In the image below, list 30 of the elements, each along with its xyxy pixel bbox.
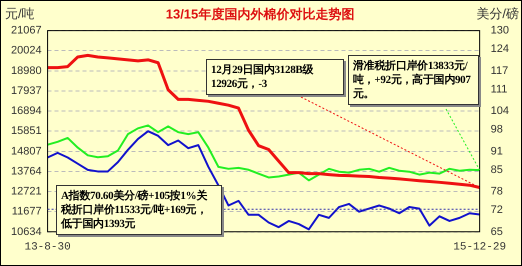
x-tick-label: 15-12-29 <box>453 241 506 254</box>
y-axis-title: 元/吨 <box>5 6 35 21</box>
y2-tick-label: 111 <box>490 83 508 96</box>
y-tick-label: 15851 <box>10 125 42 138</box>
y2-tick-label: 91 <box>490 145 503 158</box>
y-tick-label: 20024 <box>10 44 42 57</box>
y2-tick-label: 98 <box>490 124 503 136</box>
y-tick-label: 13764 <box>10 165 42 178</box>
y2-axis-title: 美分/磅 <box>476 6 519 21</box>
y2-tick-label: 130 <box>490 24 510 37</box>
y-tick-label: 17937 <box>10 84 42 97</box>
y2-tick-label: 117 <box>490 64 508 77</box>
callout-box: 滑准税折口岸价13833元/吨，+92元，高于国内907元。 <box>348 55 479 105</box>
y2-tick-label: 72 <box>490 204 503 216</box>
y-tick-label: 12721 <box>10 186 42 198</box>
y-tick-label: 18980 <box>10 64 42 77</box>
y-tick-label: 14807 <box>10 145 42 158</box>
y-tick-label: 11677 <box>12 206 42 218</box>
x-tick-label: 13-8-30 <box>24 241 71 254</box>
y2-tick-label: 124 <box>490 43 510 56</box>
y2-tick-label: 104 <box>490 105 510 118</box>
y2-tick-label: 85 <box>490 164 503 176</box>
y-tick-label: 21067 <box>10 24 42 37</box>
callout-box: 12月29日国内3128B级12926元，-3 <box>206 59 344 95</box>
y-tick-label: 10634 <box>10 226 42 238</box>
y-tick-label: 16894 <box>10 105 42 118</box>
y2-tick-label: 78 <box>490 186 503 198</box>
callout-box: A指数70.60美分/磅+105按1%关税折口岸价11533元/吨+169元，低于国内1393元 <box>56 185 222 235</box>
chart-title: 13/15年度国内外棉价对比走势图 <box>166 6 354 22</box>
y2-tick-label: 65 <box>490 226 503 238</box>
